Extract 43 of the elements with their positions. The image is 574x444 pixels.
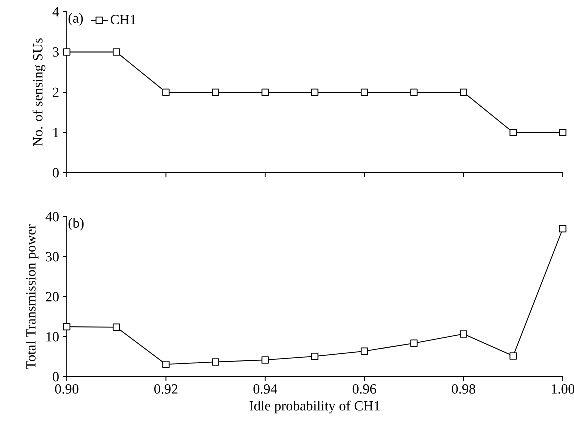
y-tick-label: 30 xyxy=(46,252,59,262)
point xyxy=(262,88,270,96)
y-axis-title: Total Transmission power xyxy=(26,224,39,370)
y-tick-label: 20 xyxy=(46,292,59,302)
y-tick-label: 4 xyxy=(52,7,60,17)
point xyxy=(559,225,567,233)
point xyxy=(410,88,418,96)
y-tick-label: 3 xyxy=(53,48,59,57)
x-tick-label: 0.96 xyxy=(352,384,376,394)
y-tick-label: 10 xyxy=(46,332,59,342)
point xyxy=(460,330,468,338)
y-tick-label: 1 xyxy=(54,128,59,138)
x-tick-label: 0.98 xyxy=(452,384,476,394)
y-axis-title: No. of sensing SUs xyxy=(32,38,46,147)
point xyxy=(510,129,518,136)
point xyxy=(262,356,270,364)
x-tick-label: 0.90 xyxy=(55,384,79,394)
point xyxy=(311,352,319,360)
y-tick-label: 0 xyxy=(53,372,59,382)
point xyxy=(63,48,71,56)
legend-label: CH1 xyxy=(110,15,136,25)
point xyxy=(510,352,518,360)
point xyxy=(559,129,567,136)
point xyxy=(460,88,468,96)
x-tick-label: 0.92 xyxy=(154,384,178,394)
point xyxy=(162,360,170,368)
y-tick-label: 40 xyxy=(46,212,59,222)
point xyxy=(410,340,418,348)
point xyxy=(360,88,368,96)
point xyxy=(360,348,368,356)
point xyxy=(112,324,120,332)
x-tick-label: 0.94 xyxy=(254,384,278,394)
point xyxy=(212,358,220,366)
y-tick-label: 2 xyxy=(53,88,59,98)
y-tick-label: 0 xyxy=(53,168,59,178)
x-axis-title: Idle probability of CH1 xyxy=(250,400,380,414)
annotation: (a) xyxy=(68,13,84,26)
point xyxy=(112,48,120,56)
point xyxy=(212,88,220,96)
point xyxy=(311,88,319,96)
point xyxy=(162,88,170,96)
point xyxy=(63,323,71,331)
annotation: (b) xyxy=(68,218,84,231)
